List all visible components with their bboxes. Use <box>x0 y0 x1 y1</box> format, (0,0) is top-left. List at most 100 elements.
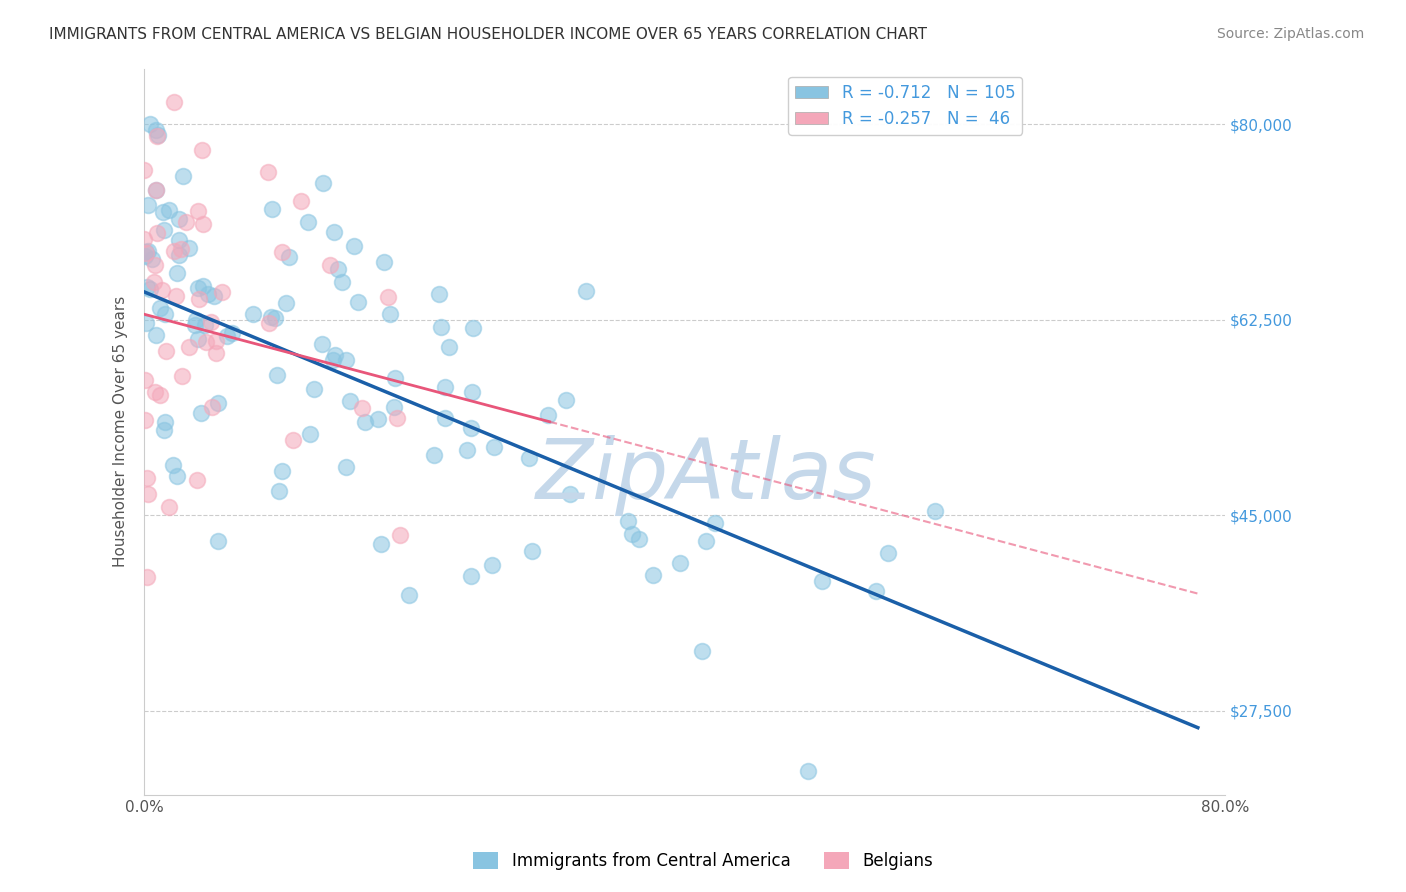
Point <box>274 295 297 310</box>
Point <box>146 128 169 142</box>
Point <box>177 340 200 354</box>
Point <box>184 318 207 332</box>
Point <box>370 537 392 551</box>
Point <box>423 448 446 462</box>
Point <box>136 471 159 485</box>
Point <box>384 370 406 384</box>
Point <box>299 427 322 442</box>
Point <box>141 252 163 266</box>
Point <box>260 202 283 216</box>
Point <box>311 336 333 351</box>
Point <box>339 394 361 409</box>
Point <box>460 568 482 582</box>
Point <box>290 194 312 208</box>
Point <box>134 373 156 387</box>
Point <box>194 318 217 332</box>
Point <box>257 165 280 179</box>
Point <box>153 423 176 437</box>
Point <box>211 285 233 300</box>
Point <box>135 245 157 260</box>
Point <box>434 410 457 425</box>
Point <box>283 433 305 447</box>
Point <box>155 344 177 359</box>
Point <box>187 332 209 346</box>
Point <box>378 307 401 321</box>
Point <box>174 215 197 229</box>
Point <box>186 313 208 327</box>
Point <box>481 558 503 572</box>
Point <box>143 275 166 289</box>
Point <box>322 352 344 367</box>
Point <box>207 534 229 549</box>
Point <box>202 288 225 302</box>
Point <box>166 469 188 483</box>
Point <box>517 450 540 465</box>
Point <box>201 400 224 414</box>
Point <box>186 473 208 487</box>
Point <box>266 368 288 382</box>
Point <box>136 244 159 259</box>
Text: Source: ZipAtlas.com: Source: ZipAtlas.com <box>1216 27 1364 41</box>
Point <box>257 316 280 330</box>
Point <box>163 244 186 258</box>
Point <box>163 95 186 109</box>
Point <box>145 258 167 272</box>
Point <box>460 420 482 434</box>
Point <box>330 275 353 289</box>
Point <box>482 441 505 455</box>
Point <box>187 281 209 295</box>
Point <box>335 459 357 474</box>
Point <box>264 311 287 326</box>
Point <box>520 543 543 558</box>
Point <box>643 568 665 582</box>
Point <box>398 588 420 602</box>
Point <box>269 483 291 498</box>
Point <box>205 334 228 348</box>
Point <box>169 233 191 247</box>
Point <box>157 202 180 217</box>
Point <box>323 225 346 239</box>
Text: IMMIGRANTS FROM CENTRAL AMERICA VS BELGIAN HOUSEHOLDER INCOME OVER 65 YEARS CORR: IMMIGRANTS FROM CENTRAL AMERICA VS BELGI… <box>49 27 927 42</box>
Y-axis label: Householder Income Over 65 years: Householder Income Over 65 years <box>114 296 128 567</box>
Point <box>326 261 349 276</box>
Legend: Immigrants from Central America, Belgians: Immigrants from Central America, Belgian… <box>467 845 939 877</box>
Point <box>145 328 167 343</box>
Point <box>620 526 643 541</box>
Point <box>153 308 176 322</box>
Point <box>139 117 162 131</box>
Point <box>277 250 299 264</box>
Point <box>134 163 156 178</box>
Point <box>924 504 946 518</box>
Point <box>134 413 156 427</box>
Point <box>172 169 194 183</box>
Point <box>134 232 156 246</box>
Point <box>271 244 294 259</box>
Point <box>335 353 357 368</box>
Point <box>166 266 188 280</box>
Point <box>200 315 222 329</box>
Point <box>695 534 717 549</box>
Point <box>134 249 156 263</box>
Point <box>190 406 212 420</box>
Point <box>704 516 727 530</box>
Point <box>170 242 193 256</box>
Point <box>207 396 229 410</box>
Point <box>319 258 342 272</box>
Legend: R = -0.712   N = 105, R = -0.257   N =  46: R = -0.712 N = 105, R = -0.257 N = 46 <box>789 77 1022 135</box>
Point <box>153 415 176 429</box>
Point <box>157 500 180 514</box>
Point <box>187 204 209 219</box>
Point <box>811 574 834 589</box>
Point <box>354 415 377 429</box>
Point <box>145 128 167 143</box>
Point <box>555 392 578 407</box>
Point <box>170 369 193 384</box>
Point <box>162 458 184 473</box>
Point <box>352 401 374 416</box>
Point <box>165 289 187 303</box>
Point <box>377 290 399 304</box>
Point <box>627 532 650 546</box>
Point <box>312 176 335 190</box>
Point <box>136 570 159 584</box>
Point <box>388 528 411 542</box>
